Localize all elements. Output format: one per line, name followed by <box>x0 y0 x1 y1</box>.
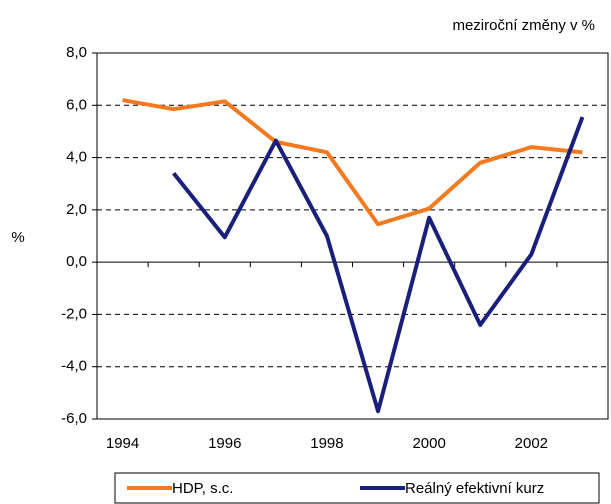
legend-label: Reálný efektivní kurz <box>405 480 544 497</box>
x-tick-label: 2000 <box>412 435 445 452</box>
y-tick-label: 6,0 <box>66 96 87 113</box>
y-tick-label: -2,0 <box>61 305 87 322</box>
x-tick-label: 1998 <box>310 435 343 452</box>
y-tick-label: 0,0 <box>66 253 87 270</box>
x-tick-label: 2002 <box>515 435 548 452</box>
annotation: meziroční změny v % <box>452 17 595 34</box>
plot-area <box>96 52 609 420</box>
series-line <box>122 98 583 227</box>
y-tick-label: 4,0 <box>66 149 87 166</box>
y-tick-label: -4,0 <box>61 358 87 375</box>
x-tick-label: 1996 <box>208 435 241 452</box>
y-tick-label: -6,0 <box>61 410 87 427</box>
y-axis-label: % <box>11 229 24 246</box>
legend-box <box>114 472 600 504</box>
x-tick-label: 1994 <box>106 435 139 452</box>
y-tick-label: 8,0 <box>66 44 87 61</box>
series-line <box>172 116 585 414</box>
legend-label: HDP, s.c. <box>172 480 233 497</box>
y-tick-label: 2,0 <box>66 201 87 218</box>
